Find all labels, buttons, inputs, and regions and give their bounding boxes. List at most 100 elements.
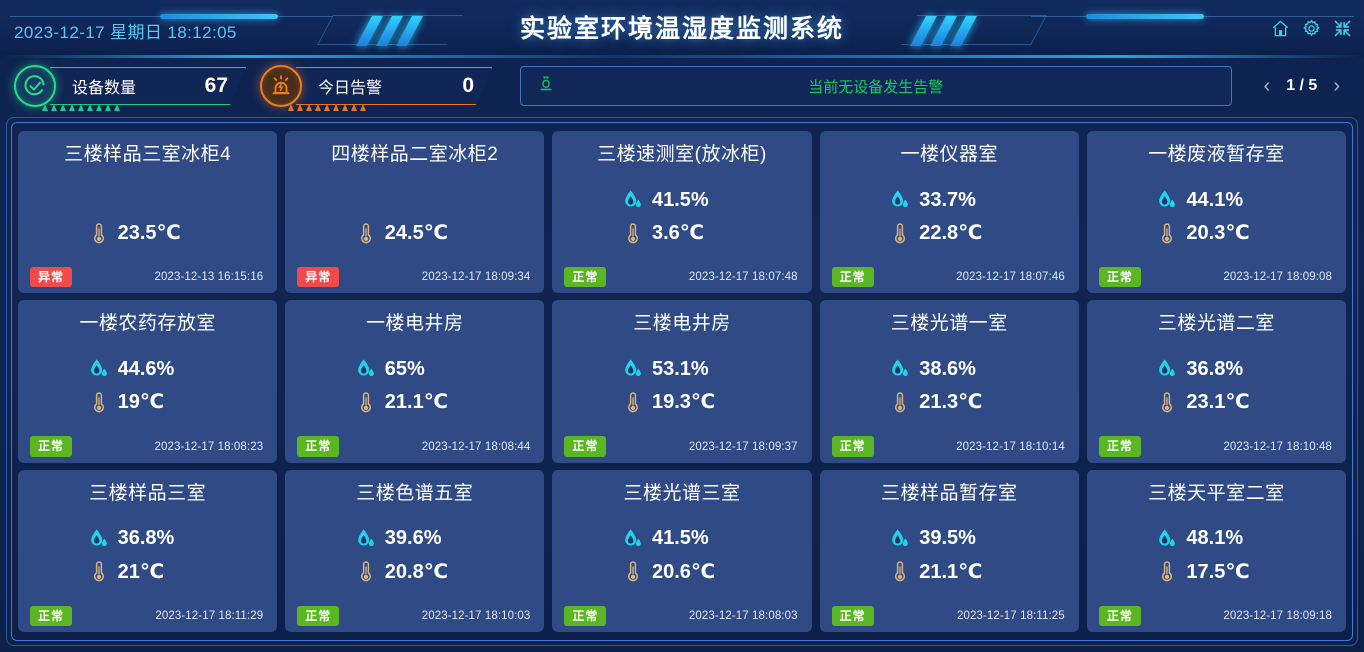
- status-badge: 正常: [564, 436, 607, 457]
- temperature-metric: 23.5℃: [89, 220, 207, 245]
- status-badge: 异常: [30, 267, 73, 288]
- device-card[interactable]: 一楼仪器室 33.7% 22.8℃ 正常 2023-12-17 18:07:46: [819, 131, 1079, 294]
- header-deco-line-right2: [1031, 16, 1086, 17]
- check-circle-icon: [14, 65, 56, 107]
- humidity-value: 41.5%: [652, 527, 709, 550]
- device-card-footer: 异常 2023-12-13 16:15:16: [28, 267, 267, 288]
- humidity-value: 39.6%: [384, 527, 442, 550]
- device-card-timestamp: 2023-12-17 18:07:46: [956, 271, 1065, 284]
- thermometer-icon: [890, 221, 910, 245]
- device-card[interactable]: 四楼样品二室冰柜2 24.5℃ 异常 2023-12-17 18:09:34: [285, 131, 545, 294]
- humidity-drop-icon: [1157, 188, 1177, 212]
- header-deco-line-left2: [278, 16, 333, 17]
- thermometer-icon: [623, 559, 643, 583]
- device-card-footer: 正常 2023-12-17 18:08:03: [562, 605, 801, 626]
- status-badge: 正常: [564, 267, 607, 288]
- temperature-metric: 24.5℃: [356, 220, 474, 245]
- temperature-value: 20.8℃: [384, 560, 448, 583]
- stat-today-alarms-value: 0: [462, 74, 474, 97]
- device-card[interactable]: 一楼废液暂存室 44.1% 20.3℃ 正常 2023-12-17 18:09:08: [1086, 131, 1347, 294]
- temperature-metric: 3.6℃: [623, 220, 741, 245]
- thermometer-icon: [1157, 559, 1177, 583]
- device-card-metrics: 41.5% 20.6℃: [562, 507, 801, 604]
- device-card-metrics: 24.5℃: [295, 168, 534, 265]
- device-card-row: 一楼农药存放室 44.6% 19℃ 正常 2023-12-17 18:08:23 一楼电井…: [18, 300, 1347, 463]
- temperature-metric: 21.1℃: [356, 389, 474, 414]
- device-card-footer: 正常 2023-12-17 18:08:23: [28, 436, 267, 457]
- device-card[interactable]: 一楼农药存放室 44.6% 19℃ 正常 2023-12-17 18:08:23: [18, 300, 278, 463]
- device-card[interactable]: 一楼电井房 65% 21.1℃ 正常 2023-12-17 18:08:44: [285, 300, 545, 463]
- temperature-value: 22.8℃: [919, 222, 983, 245]
- alarm-light-icon: [260, 65, 302, 107]
- next-page-button[interactable]: ›: [1333, 75, 1340, 97]
- stat-device-count[interactable]: 设备数量 67: [14, 65, 246, 111]
- thermometer-icon: [1157, 390, 1177, 414]
- status-badge: 正常: [30, 605, 73, 626]
- thermometer-icon: [89, 221, 109, 245]
- app-header: 2023-12-17 星期日 18:12:05 实验室环境温湿度监测系统: [0, 0, 1364, 58]
- humidity-value: 33.7%: [919, 188, 976, 211]
- device-card[interactable]: 三楼样品三室冰柜4 23.5℃ 异常 2023-12-13 16:15:16: [18, 131, 278, 294]
- device-card[interactable]: 三楼样品三室 36.8% 21℃ 正常 2023-12-17 18:11:29: [18, 469, 278, 632]
- humidity-metric: 41.5%: [623, 527, 741, 551]
- stat-device-count-label: 设备数量: [72, 80, 137, 97]
- humidity-metric: 44.6%: [89, 357, 207, 381]
- page-indicator: 1 / 5: [1286, 77, 1318, 94]
- humidity-drop-icon: [623, 527, 643, 551]
- temperature-metric: 20.3℃: [1157, 220, 1275, 245]
- humidity-metric: 39.5%: [890, 527, 1008, 551]
- stat-today-alarms[interactable]: 今日告警 0: [260, 65, 492, 111]
- device-card-footer: 正常 2023-12-17 18:08:44: [295, 436, 534, 457]
- temperature-value: 17.5℃: [1186, 560, 1250, 583]
- device-card-timestamp: 2023-12-13 16:15:16: [154, 271, 264, 284]
- home-icon[interactable]: [1271, 19, 1290, 38]
- status-badge: 正常: [564, 605, 607, 626]
- device-card-title: 三楼速测室(放冰柜): [597, 144, 767, 165]
- humidity-value: 36.8%: [1186, 357, 1244, 380]
- header-underline: [0, 55, 1364, 58]
- device-card-title: 四楼样品二室冰柜2: [331, 144, 499, 165]
- temperature-value: 19.3℃: [652, 391, 716, 414]
- device-card[interactable]: 三楼天平室二室 48.1% 17.5℃ 正常 2023-12-17 18:09:18: [1086, 469, 1347, 632]
- device-card[interactable]: 三楼电井房 53.1% 19.3℃ 正常 2023-12-17 18:09:37: [552, 300, 812, 463]
- pagination: ‹ 1 / 5 ›: [1246, 76, 1350, 96]
- humidity-drop-icon: [1157, 357, 1177, 381]
- temperature-value: 21.1℃: [384, 391, 448, 414]
- page-title: 实验室环境温湿度监测系统: [519, 15, 844, 43]
- status-badge: 正常: [1098, 605, 1141, 626]
- prev-page-button[interactable]: ‹: [1263, 75, 1271, 97]
- humidity-drop-icon: [623, 188, 643, 212]
- summary-bar: 设备数量 67 今日告警 0: [0, 58, 1364, 114]
- stat-device-count-teeth: [42, 104, 132, 111]
- device-card-metrics: 44.1% 20.3℃: [1097, 168, 1336, 265]
- thermometer-icon: [89, 390, 109, 414]
- device-card-footer: 正常 2023-12-17 18:09:18: [1097, 605, 1336, 626]
- device-card-title: 三楼天平室二室: [1148, 482, 1285, 504]
- device-card-title: 一楼农药存放室: [79, 313, 216, 335]
- humidity-value: 38.6%: [919, 357, 976, 380]
- device-card-timestamp: 2023-12-17 18:08:44: [421, 440, 531, 453]
- device-card[interactable]: 三楼光谱一室 38.6% 21.3℃ 正常 2023-12-17 18:10:14: [819, 300, 1079, 463]
- humidity-drop-icon: [890, 188, 910, 212]
- device-card-metrics: 39.5% 21.1℃: [830, 507, 1069, 604]
- stat-today-alarms-body: 今日告警 0: [296, 67, 492, 105]
- compress-icon[interactable]: [1333, 19, 1352, 38]
- device-card[interactable]: 三楼色谱五室 39.6% 20.8℃ 正常 2023-12-17 18:10:03: [285, 469, 545, 632]
- device-card[interactable]: 三楼样品暂存室 39.5% 21.1℃ 正常 2023-12-17 18:11:25: [819, 469, 1079, 632]
- device-card-timestamp: 2023-12-17 18:10:03: [421, 609, 531, 622]
- device-card-timestamp: 2023-12-17 18:08:23: [154, 440, 264, 453]
- device-card-footer: 正常 2023-12-17 18:10:14: [830, 436, 1069, 457]
- status-badge: 正常: [297, 605, 340, 626]
- device-card-title: 三楼样品三室: [89, 482, 207, 504]
- header-deco-line-right: [1204, 16, 1354, 17]
- device-card-timestamp: 2023-12-17 18:09:08: [1223, 271, 1333, 284]
- humidity-value: 36.8%: [117, 527, 175, 550]
- device-card[interactable]: 三楼光谱二室 36.8% 23.1℃ 正常 2023-12-17 18:10:48: [1086, 300, 1347, 463]
- device-card[interactable]: 三楼速测室(放冰柜) 41.5% 3.6℃ 正常 2023-12-17 18:07:48: [552, 131, 812, 294]
- device-card[interactable]: 三楼光谱三室 41.5% 20.6℃ 正常 2023-12-17 18:08:03: [552, 469, 812, 632]
- stat-today-alarms-label: 今日告警: [318, 80, 383, 97]
- gear-icon[interactable]: [1302, 19, 1321, 38]
- thermometer-icon: [1157, 221, 1177, 245]
- device-card-footer: 正常 2023-12-17 18:11:29: [28, 605, 267, 626]
- device-card-timestamp: 2023-12-17 18:09:37: [688, 440, 798, 453]
